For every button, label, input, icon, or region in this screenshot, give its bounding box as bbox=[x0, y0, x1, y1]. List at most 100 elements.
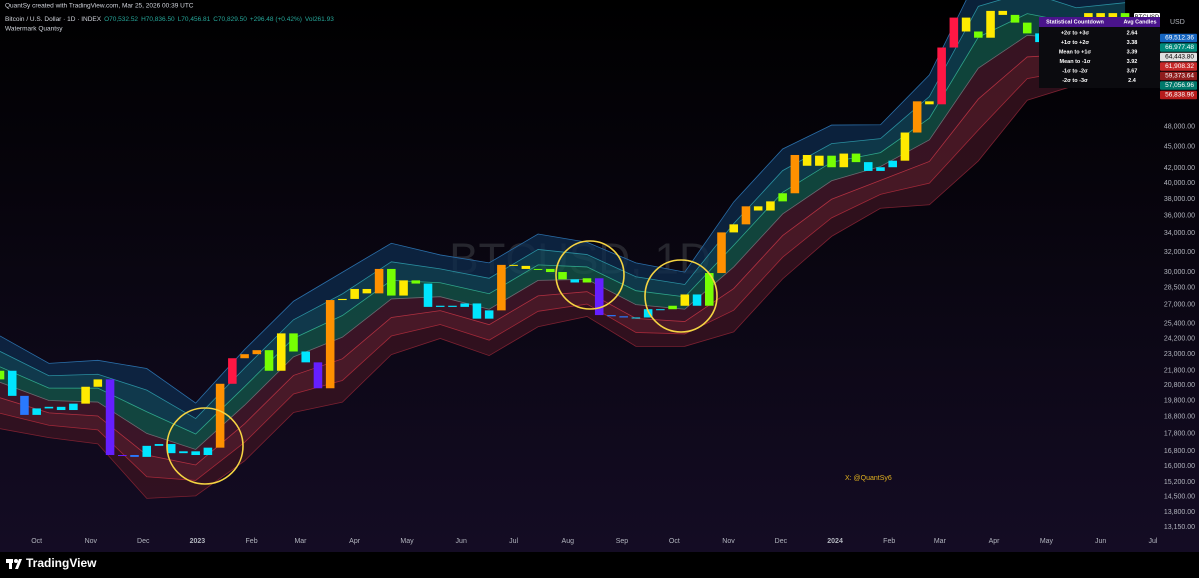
y-tick-label: 27,000.00 bbox=[1164, 301, 1195, 308]
symbol-part: H70,836.50 bbox=[141, 16, 175, 23]
price-label: 56,838.96 bbox=[1165, 92, 1194, 99]
x-tick-label: Apr bbox=[989, 538, 1001, 545]
y-tick-label: 45,000.00 bbox=[1164, 143, 1195, 150]
candle-body bbox=[925, 101, 934, 105]
candle-body bbox=[497, 264, 506, 311]
candle-body bbox=[7, 370, 17, 396]
band-line bbox=[0, 30, 1126, 450]
candle-body bbox=[228, 358, 237, 384]
y-tick-label: 36,000.00 bbox=[1164, 212, 1195, 219]
price-label: 57,056.96 bbox=[1165, 82, 1194, 89]
table-cell: -1σ to -2σ bbox=[1062, 68, 1088, 74]
candle-body bbox=[289, 333, 298, 352]
table-cell: 3.67 bbox=[1127, 68, 1138, 74]
candle-body bbox=[1010, 14, 1020, 23]
candle-body bbox=[435, 305, 445, 307]
candle-body bbox=[668, 305, 677, 310]
candle-body bbox=[338, 298, 347, 301]
table-cell: Mean to +1σ bbox=[1059, 49, 1092, 55]
candle-body bbox=[888, 160, 897, 168]
logo bbox=[6, 559, 22, 569]
candle-body bbox=[130, 455, 139, 457]
price-label: 59,373.64 bbox=[1165, 73, 1194, 80]
footer-brand: TradingView bbox=[26, 556, 97, 570]
highlight-circle bbox=[644, 259, 718, 333]
y-tick-label: 38,000.00 bbox=[1164, 196, 1195, 203]
candle-body bbox=[643, 309, 653, 318]
price-label-box bbox=[1160, 71, 1197, 81]
price-label-box bbox=[1160, 90, 1197, 100]
price-label: 69,512.36 bbox=[1165, 35, 1194, 42]
candle-body bbox=[374, 268, 384, 294]
candle-body bbox=[203, 447, 213, 456]
y-tick-label: 13,800.00 bbox=[1164, 509, 1195, 516]
band-line bbox=[0, 13, 1126, 435]
handle: X: @QuantSy6 bbox=[845, 475, 892, 482]
candle-body bbox=[558, 272, 567, 280]
x-tick-label: May bbox=[400, 538, 414, 545]
candle-body bbox=[704, 273, 714, 306]
candle-body bbox=[191, 451, 200, 456]
y-tick-label: 16,800.00 bbox=[1164, 448, 1195, 455]
candle-body bbox=[863, 162, 873, 171]
candle-body bbox=[460, 303, 469, 307]
candle-body bbox=[1022, 22, 1032, 34]
candle-body bbox=[215, 383, 225, 448]
candle-body bbox=[876, 167, 885, 171]
footer-bar bbox=[0, 552, 1199, 578]
stats-table: Statistical Countdown Avg Candles +2σ to +… bbox=[1039, 17, 1160, 88]
price-label: 66,977.48 bbox=[1165, 44, 1194, 51]
y-tick-label: 34,000.00 bbox=[1164, 230, 1195, 237]
candle-body bbox=[240, 354, 249, 359]
y-tick-label: 23,000.00 bbox=[1164, 351, 1195, 358]
candle-body bbox=[533, 268, 543, 270]
price-label: 61,908.32 bbox=[1165, 63, 1194, 70]
credit: QuantSy created with TradingView.com, Ma… bbox=[5, 3, 194, 10]
candle-body bbox=[118, 455, 127, 457]
candle-body bbox=[362, 288, 372, 294]
price-label-box bbox=[1160, 62, 1197, 71]
candle-body bbox=[815, 155, 824, 166]
table-cell: 3.39 bbox=[1127, 49, 1138, 55]
x-tick-label: Oct bbox=[669, 538, 680, 545]
candle-body bbox=[570, 279, 580, 283]
candle-body bbox=[729, 224, 739, 233]
candle-body bbox=[778, 193, 787, 202]
table-cell: Mean to -1σ bbox=[1060, 59, 1091, 65]
candle-body bbox=[1108, 13, 1118, 20]
table-header-bg bbox=[1039, 17, 1160, 27]
x-tick-label: 2024 bbox=[827, 538, 843, 545]
candle-body bbox=[276, 333, 286, 371]
candle-body bbox=[350, 288, 359, 299]
candle-body bbox=[325, 300, 335, 389]
price-label-box bbox=[1160, 43, 1197, 52]
candle-body bbox=[93, 379, 103, 387]
candle-body bbox=[961, 17, 971, 32]
candle-body bbox=[631, 317, 641, 319]
y-tick-label: 28,500.00 bbox=[1164, 285, 1195, 292]
table-header: Avg Candles bbox=[1123, 19, 1156, 25]
y-tick-label: 21,800.00 bbox=[1164, 368, 1195, 375]
x-tick-label: 2023 bbox=[190, 538, 206, 545]
x-tick-label: Jul bbox=[1149, 538, 1158, 545]
x-tick-label: Apr bbox=[349, 538, 361, 545]
x-tick-label: Jun bbox=[456, 538, 467, 545]
highlight-circle bbox=[166, 407, 244, 485]
candle-body bbox=[179, 451, 188, 454]
x-tick-label: Mar bbox=[294, 538, 307, 545]
y-tick-label: 32,000.00 bbox=[1164, 249, 1195, 256]
candle-body bbox=[484, 310, 494, 319]
y-tick-label: 24,200.00 bbox=[1164, 335, 1195, 342]
candle-body bbox=[594, 278, 604, 316]
candle-body bbox=[717, 232, 726, 274]
table-cell: +1σ to +2σ bbox=[1061, 40, 1090, 46]
y-tick-label: 20,800.00 bbox=[1164, 382, 1195, 389]
candle-body bbox=[301, 351, 311, 363]
x-tick-label: Sep bbox=[616, 538, 629, 545]
candle-body bbox=[741, 206, 751, 225]
candle-body bbox=[509, 264, 518, 266]
candle-body bbox=[802, 154, 812, 166]
table-cell: 3.38 bbox=[1127, 40, 1138, 46]
highlight-circle bbox=[555, 240, 625, 310]
